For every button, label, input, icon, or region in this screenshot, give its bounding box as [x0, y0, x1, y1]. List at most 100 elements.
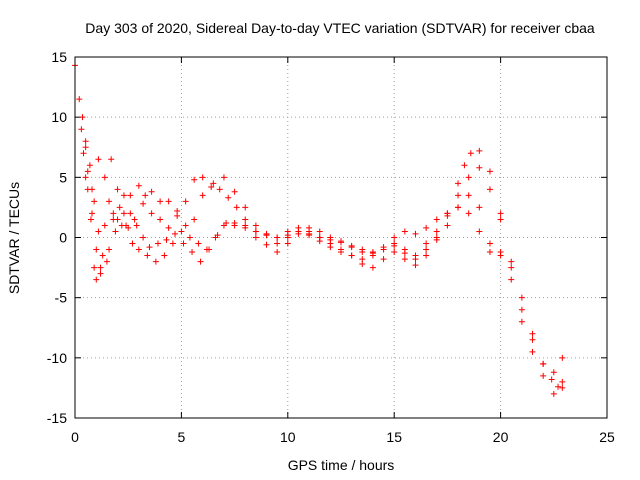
- data-point: [423, 246, 430, 253]
- data-point: [327, 234, 334, 241]
- x-axis-label: GPS time / hours: [288, 457, 395, 473]
- data-point: [401, 228, 408, 235]
- y-tick-label: 10: [51, 109, 67, 125]
- data-point: [191, 176, 198, 183]
- y-tick-label: 0: [59, 230, 67, 246]
- data-point: [242, 216, 249, 223]
- data-point: [508, 276, 515, 283]
- data-point: [486, 248, 493, 255]
- data-point: [461, 162, 468, 169]
- data-point: [306, 228, 313, 235]
- data-point: [231, 222, 238, 229]
- data-point: [327, 240, 334, 247]
- data-point: [401, 256, 408, 263]
- data-point: [518, 294, 525, 301]
- data-point: [369, 264, 376, 271]
- data-point: [110, 216, 117, 223]
- data-point: [91, 264, 98, 271]
- data-point: [157, 198, 164, 205]
- data-point: [154, 240, 161, 247]
- data-point: [252, 234, 259, 241]
- data-point: [412, 256, 419, 263]
- data-point: [274, 234, 281, 241]
- data-point: [548, 376, 555, 383]
- data-point: [455, 204, 462, 211]
- data-point: [274, 240, 281, 247]
- data-point: [161, 252, 168, 259]
- data-point: [316, 234, 323, 241]
- data-point: [108, 156, 115, 163]
- series-track-c: [80, 150, 566, 397]
- data-point: [476, 164, 483, 171]
- data-point: [486, 186, 493, 193]
- data-point: [103, 258, 110, 265]
- data-point: [169, 240, 176, 247]
- data-point: [559, 378, 566, 385]
- data-point: [214, 232, 221, 239]
- grid-lines: [75, 57, 607, 418]
- data-point: [263, 241, 270, 248]
- data-point: [497, 210, 504, 217]
- data-point: [486, 168, 493, 175]
- data-point: [191, 216, 198, 223]
- chart-title: Day 303 of 2020, Sidereal Day-to-day VTE…: [85, 20, 595, 36]
- y-tick-label: 15: [51, 49, 67, 65]
- x-tick-label: 0: [71, 429, 79, 445]
- data-point: [391, 248, 398, 255]
- data-point: [476, 204, 483, 211]
- data-point: [555, 383, 562, 390]
- data-point: [186, 234, 193, 241]
- data-point: [540, 372, 547, 379]
- series-track-d: [82, 156, 504, 271]
- data-point: [465, 174, 472, 181]
- data-point: [106, 198, 113, 205]
- data-point: [359, 248, 366, 255]
- data-point: [508, 264, 515, 271]
- data-point: [182, 222, 189, 229]
- data-point: [233, 204, 240, 211]
- data-point: [540, 360, 547, 367]
- data-point: [195, 240, 202, 247]
- data-point: [142, 192, 149, 199]
- data-point: [97, 264, 104, 271]
- data-point: [93, 276, 100, 283]
- data-point: [423, 240, 430, 247]
- data-point: [165, 224, 172, 231]
- data-point: [518, 318, 525, 325]
- data-point: [80, 150, 87, 157]
- x-tick-label: 5: [178, 429, 186, 445]
- data-point: [455, 192, 462, 199]
- data-point: [391, 234, 398, 241]
- data-point: [106, 246, 113, 253]
- data-point: [148, 188, 155, 195]
- data-point: [206, 246, 213, 253]
- data-point: [338, 238, 344, 245]
- data-point: [199, 174, 206, 181]
- data-point: [131, 216, 138, 223]
- data-point: [178, 228, 185, 235]
- data-point: [86, 162, 93, 169]
- data-point: [89, 210, 96, 217]
- data-point: [338, 246, 344, 253]
- x-tick-label: 10: [280, 429, 296, 445]
- data-point: [412, 262, 419, 269]
- y-tick-label: -5: [55, 290, 68, 306]
- data-point: [433, 234, 440, 241]
- data-point: [123, 222, 130, 229]
- data-point: [172, 230, 179, 237]
- data-point: [165, 198, 172, 205]
- data-point: [231, 188, 238, 195]
- data-point: [89, 186, 96, 193]
- data-point: [99, 252, 106, 259]
- data-point: [486, 240, 493, 247]
- data-point: [157, 216, 164, 223]
- data-point: [79, 114, 86, 121]
- data-point: [140, 234, 147, 241]
- data-point: [316, 228, 323, 235]
- data-point: [465, 210, 472, 217]
- data-point: [433, 228, 440, 235]
- data-point: [180, 240, 187, 247]
- data-point: [284, 240, 291, 247]
- data-point: [146, 244, 153, 251]
